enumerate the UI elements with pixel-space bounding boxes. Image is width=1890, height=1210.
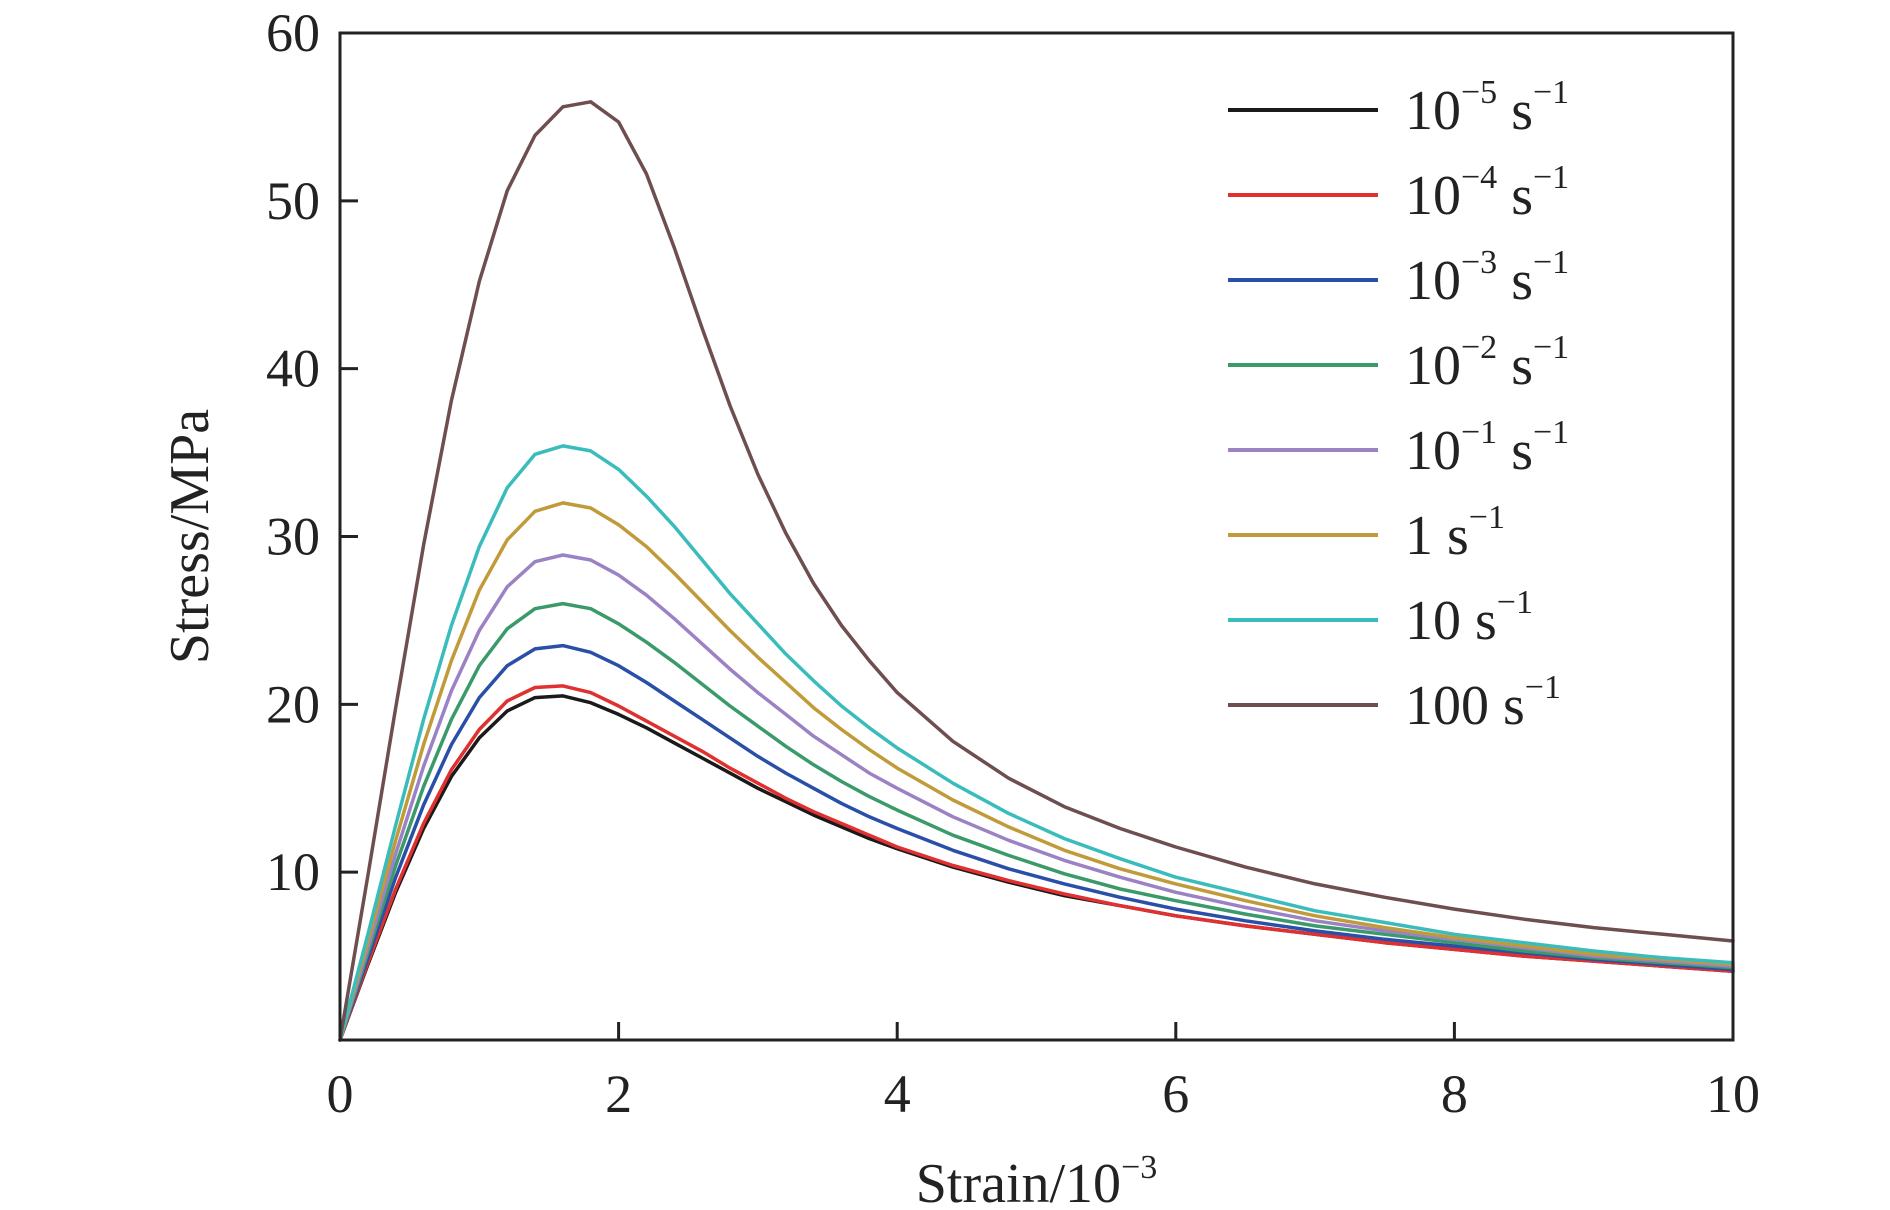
series-line-1	[338, 684, 1735, 1042]
legend-item: 10−1 s−1	[1228, 414, 1569, 482]
y-axis-label: Stress/MPa	[159, 409, 221, 664]
legend-label-unit: s	[1497, 420, 1533, 482]
legend-label: 1 s−1	[1405, 499, 1505, 567]
legend-label-unit: s	[1497, 250, 1533, 312]
legend-label-exponent: −2	[1461, 329, 1497, 366]
legend-label: 10−1 s−1	[1405, 414, 1569, 482]
y-tick-label: 50	[266, 171, 320, 231]
x-tick-label: 0	[327, 1064, 354, 1124]
x-axis-label: Strain/10−3	[916, 1149, 1158, 1210]
legend-label: 10−5 s−1	[1405, 74, 1569, 142]
legend-label-base: 10	[1405, 590, 1461, 652]
legend-label-exponent: −4	[1461, 159, 1497, 196]
legend-label-unit: s	[1433, 505, 1469, 567]
legend-label-unit-exponent: −1	[1525, 669, 1561, 706]
legend-label-unit: s	[1489, 675, 1525, 737]
series-line-7	[338, 100, 1735, 1042]
x-tick-label: 2	[605, 1064, 632, 1124]
legend-item: 10−2 s−1	[1228, 329, 1569, 397]
legend-item: 10−3 s−1	[1228, 244, 1569, 312]
series-line-0	[338, 694, 1735, 1042]
legend-label: 10−2 s−1	[1405, 329, 1569, 397]
legend-item: 100 s−1	[1228, 669, 1561, 737]
legend-item: 10−5 s−1	[1228, 74, 1569, 142]
y-tick-label: 10	[266, 842, 320, 902]
x-axis-label-base: Strain/10	[916, 1153, 1121, 1210]
series-line-5	[338, 501, 1735, 1042]
x-tick-label: 6	[1162, 1064, 1189, 1124]
legend-label-exponent: −1	[1461, 414, 1497, 451]
legend-label: 10−3 s−1	[1405, 244, 1569, 312]
legend-label-unit-exponent: −1	[1469, 499, 1505, 536]
legend-label-exponent: −3	[1461, 244, 1497, 281]
legend-label: 10 s−1	[1405, 584, 1533, 652]
y-tick-label: 30	[266, 507, 320, 567]
series-line-2	[338, 643, 1735, 1042]
series-line-6	[338, 444, 1735, 1042]
legend-label-unit-exponent: −1	[1533, 244, 1569, 281]
legend-label-unit-exponent: −1	[1533, 414, 1569, 451]
legend-label-exponent: −5	[1461, 74, 1497, 111]
plot-layer	[338, 100, 1735, 1042]
legend-label: 10−4 s−1	[1405, 159, 1569, 227]
y-tick-label: 60	[266, 3, 320, 63]
x-tick-label: 10	[1706, 1064, 1760, 1124]
legend-label-base: 10	[1405, 420, 1461, 482]
legend-label-unit: s	[1497, 80, 1533, 142]
legend-label-base: 100	[1405, 675, 1489, 737]
legend-label-base: 10	[1405, 335, 1461, 397]
legend-label-unit: s	[1497, 335, 1533, 397]
legend-label-unit-exponent: −1	[1533, 74, 1569, 111]
series-line-4	[338, 553, 1735, 1042]
legend-label-base: 10	[1405, 250, 1461, 312]
y-tick-label: 40	[266, 339, 320, 399]
x-tick-label: 8	[1441, 1064, 1468, 1124]
legend-label-unit-exponent: −1	[1533, 159, 1569, 196]
legend-label-unit: s	[1461, 590, 1497, 652]
legend-label-unit-exponent: −1	[1533, 329, 1569, 366]
legend-label: 100 s−1	[1405, 669, 1561, 737]
legend-label-base: 10	[1405, 165, 1461, 227]
legend-label-unit-exponent: −1	[1497, 584, 1533, 621]
legend-label-base: 1	[1405, 505, 1433, 567]
y-tick-label: 20	[266, 674, 320, 734]
legend-item: 10 s−1	[1228, 584, 1533, 652]
x-axis-label-exponent: −3	[1121, 1149, 1157, 1186]
series-line-3	[338, 601, 1735, 1042]
legend-label-unit: s	[1497, 165, 1533, 227]
legend-item: 1 s−1	[1228, 499, 1505, 567]
x-tick-label: 4	[884, 1064, 911, 1124]
legend: 10−5 s−110−4 s−110−3 s−110−2 s−110−1 s−1…	[1228, 74, 1569, 737]
legend-item: 10−4 s−1	[1228, 159, 1569, 227]
legend-label-base: 10	[1405, 80, 1461, 142]
